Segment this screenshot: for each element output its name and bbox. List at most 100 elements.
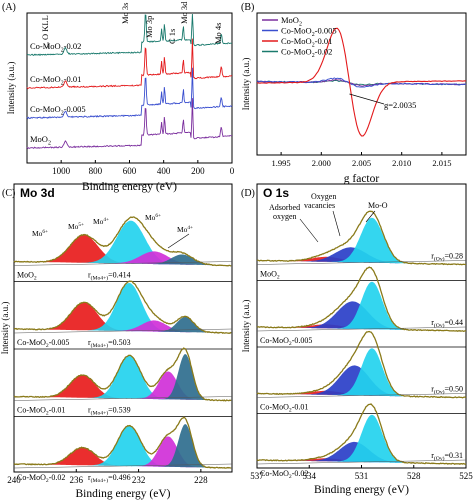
panel-d-peak-label: Mo-O: [368, 201, 388, 210]
panel-c-peak-label-part: 4+: [103, 217, 109, 223]
panel-d-sample-name-part: 2: [289, 408, 292, 414]
panel-d-peak-label: vacancies: [304, 201, 335, 210]
panel-c-baseline: [13, 396, 233, 401]
panel-b-annotation-line: [349, 93, 385, 105]
panel-c-peak-label-part: Mo: [177, 225, 188, 234]
panel-b-legend-entry-part: 2: [312, 53, 315, 59]
panel-d-envelope-line: [256, 210, 466, 266]
panel-d-tick-label-part: 537: [250, 471, 264, 481]
panel-c-sample-name: Co-MoO2-0.01: [17, 406, 65, 417]
panel-d-label-part: (D): [241, 188, 255, 199]
panel-a-peak-label: Mo 4s: [213, 23, 223, 45]
panel-c-tick-label: 240: [7, 475, 21, 485]
panel-c-peak-label: Mo4+: [93, 217, 109, 226]
panel-d-ylabel-part: Intensity (a.u.): [241, 300, 251, 353]
panel-c-component-area: [14, 283, 232, 333]
panel-a-series-label-part: 2: [48, 140, 51, 146]
panel-d-sample-name-part: -0.02: [292, 469, 309, 478]
panel-d-sample-name-part: 2: [277, 275, 280, 281]
panel-d-component-area: [257, 281, 466, 331]
panel-c-sample-name-part: Co-MoO: [17, 473, 46, 482]
panel-c-ratio: r(Mo4+)=0.503: [88, 338, 131, 349]
panel-b-legend-entry-part: -0.005: [315, 26, 337, 36]
panel-d-baseline: [256, 393, 467, 398]
panel-c-component-area: [14, 375, 232, 401]
panel-a-series-line: [26, 38, 233, 90]
panel-a-tick-label-part: 600: [123, 166, 137, 176]
panel-c-ylabel: Intensity (a.u.): [0, 302, 10, 355]
panel-d-peak-pointer: [365, 210, 376, 223]
panel-d-sample-name: MoO2: [260, 270, 280, 281]
panel-c-ratio-part: (Mo4+): [91, 477, 109, 484]
panel-a-series-label-part: -0.02: [64, 41, 82, 51]
panel-b-legend-entry: Co-MoO2-0.01: [281, 36, 332, 48]
panel-d-envelope-line: [256, 266, 467, 332]
panel-d-ratio: r(Ov)=0.44: [431, 318, 463, 329]
panel-a-series-line: [26, 13, 233, 56]
panel-d-xlabel-part: Binding energy (eV): [314, 484, 409, 496]
panel-d-ratio-part: r: [431, 252, 434, 261]
panel-d-peak-label-part: Adsorbed: [269, 203, 300, 212]
panel-c-sample-name-part: -0.02: [49, 473, 66, 482]
panel-d-sample-name-part: Co-MoO: [260, 469, 289, 478]
panel-d-envelope-line: [256, 403, 467, 465]
panel-d-ratio-part: =0.31: [444, 451, 463, 460]
panel-a-series-label-part: Co-MoO: [30, 74, 61, 84]
panel-c-component-area: [14, 234, 232, 266]
panel-c-component-area: [14, 447, 232, 468]
panel-a-series-label: Co-MoO2-0.005: [30, 104, 86, 116]
panel-c-ratio-part: r: [88, 271, 91, 280]
panel-c-peak-label: Mo6+: [32, 229, 48, 238]
panel-d-peak-label: Adsorbed: [269, 203, 300, 212]
panel-b-tick-label-part: 1.995: [272, 158, 291, 168]
panel-a-peak-label: Mo 3p: [144, 16, 154, 38]
panel-d-ylabel: Intensity (a.u.): [241, 300, 251, 353]
panel-c-component-area: [14, 355, 232, 401]
panel-a-tick-label-part: 400: [157, 166, 171, 176]
panel-c-peak-label-part: 4+: [187, 225, 193, 231]
panel-b-tick-label: 2.005: [352, 158, 371, 168]
panel-c-component-area: [14, 220, 232, 266]
panel-c-sample-name: Co-MoO2-0.005: [17, 338, 69, 349]
panel-b-tick-label: 2.015: [432, 158, 451, 168]
panel-c-tick-label-part: 228: [194, 475, 208, 485]
panel-b-legend-entry: Co-MoO2-0.02: [281, 47, 332, 59]
panel-c-sample-name: Co-MoO2-0.02: [17, 473, 65, 484]
panel-c-label: (C): [2, 188, 15, 199]
panel-a-tick-label: 800: [89, 166, 103, 176]
panel-c-sample-name-part: 2: [46, 343, 49, 349]
panel-c-ratio: r(Mo4+)=0.496: [88, 473, 131, 484]
panel-c-ratio-part: (Mo4+): [91, 410, 109, 417]
panel-b-xlabel-part: g factor: [344, 173, 380, 185]
panel-b-series-line: [256, 27, 467, 137]
panel-d-label: (D): [241, 188, 255, 199]
panel-d-tick-label: 531: [355, 471, 369, 481]
panel-b-tick-label: 2.010: [392, 158, 411, 168]
panel-c-peak-label-part: Mo: [68, 222, 79, 231]
panel-a-tick-label: 1000: [52, 166, 71, 176]
panel-a-label: (A): [2, 2, 16, 13]
panel-a-series-label-part: 2: [61, 80, 64, 86]
panel-c-ratio-part: =0.503: [108, 338, 131, 347]
panel-d-sample-name-part: MoO: [260, 270, 277, 279]
panel-b-legend-entry-part: Co-MoO: [281, 26, 312, 36]
panel-a-peak-label-part: C 1s: [167, 29, 177, 44]
panel-b-legend-entry-part: 2: [312, 42, 315, 48]
panel-d-envelope-line: [256, 330, 467, 399]
panel-c-sample-name-part: Co-MoO: [17, 406, 46, 415]
panel-a-series-label-part: Co-MoO: [30, 104, 61, 114]
panel-b-annotation: g=2.0035: [384, 100, 416, 110]
panel-d-peak-label-part: Mo-O: [368, 201, 388, 210]
panel-d-ratio-part: =0.28: [444, 252, 463, 261]
panel-c-peak-label-part: Mo: [32, 229, 43, 238]
panel-d-tick-label-part: 525: [459, 471, 473, 481]
panel-c-ratio: r(Mo4+)=0.539: [88, 406, 131, 417]
panel-d-tick-label: 528: [407, 471, 421, 481]
panel-c-label-part: (C): [2, 188, 15, 199]
panel-b-legend-entry-part: Co-MoO: [281, 47, 312, 57]
panel-b-legend-entry-part: 2: [312, 32, 315, 38]
panel-a-series-label-part: Co-MoO: [30, 41, 61, 51]
panel-a-peak-label-part: O KLL: [40, 15, 50, 40]
panel-b-ylabel-part: Intensity (a.u.): [241, 58, 251, 111]
panel-c-sample-name-part: 2: [46, 478, 49, 484]
